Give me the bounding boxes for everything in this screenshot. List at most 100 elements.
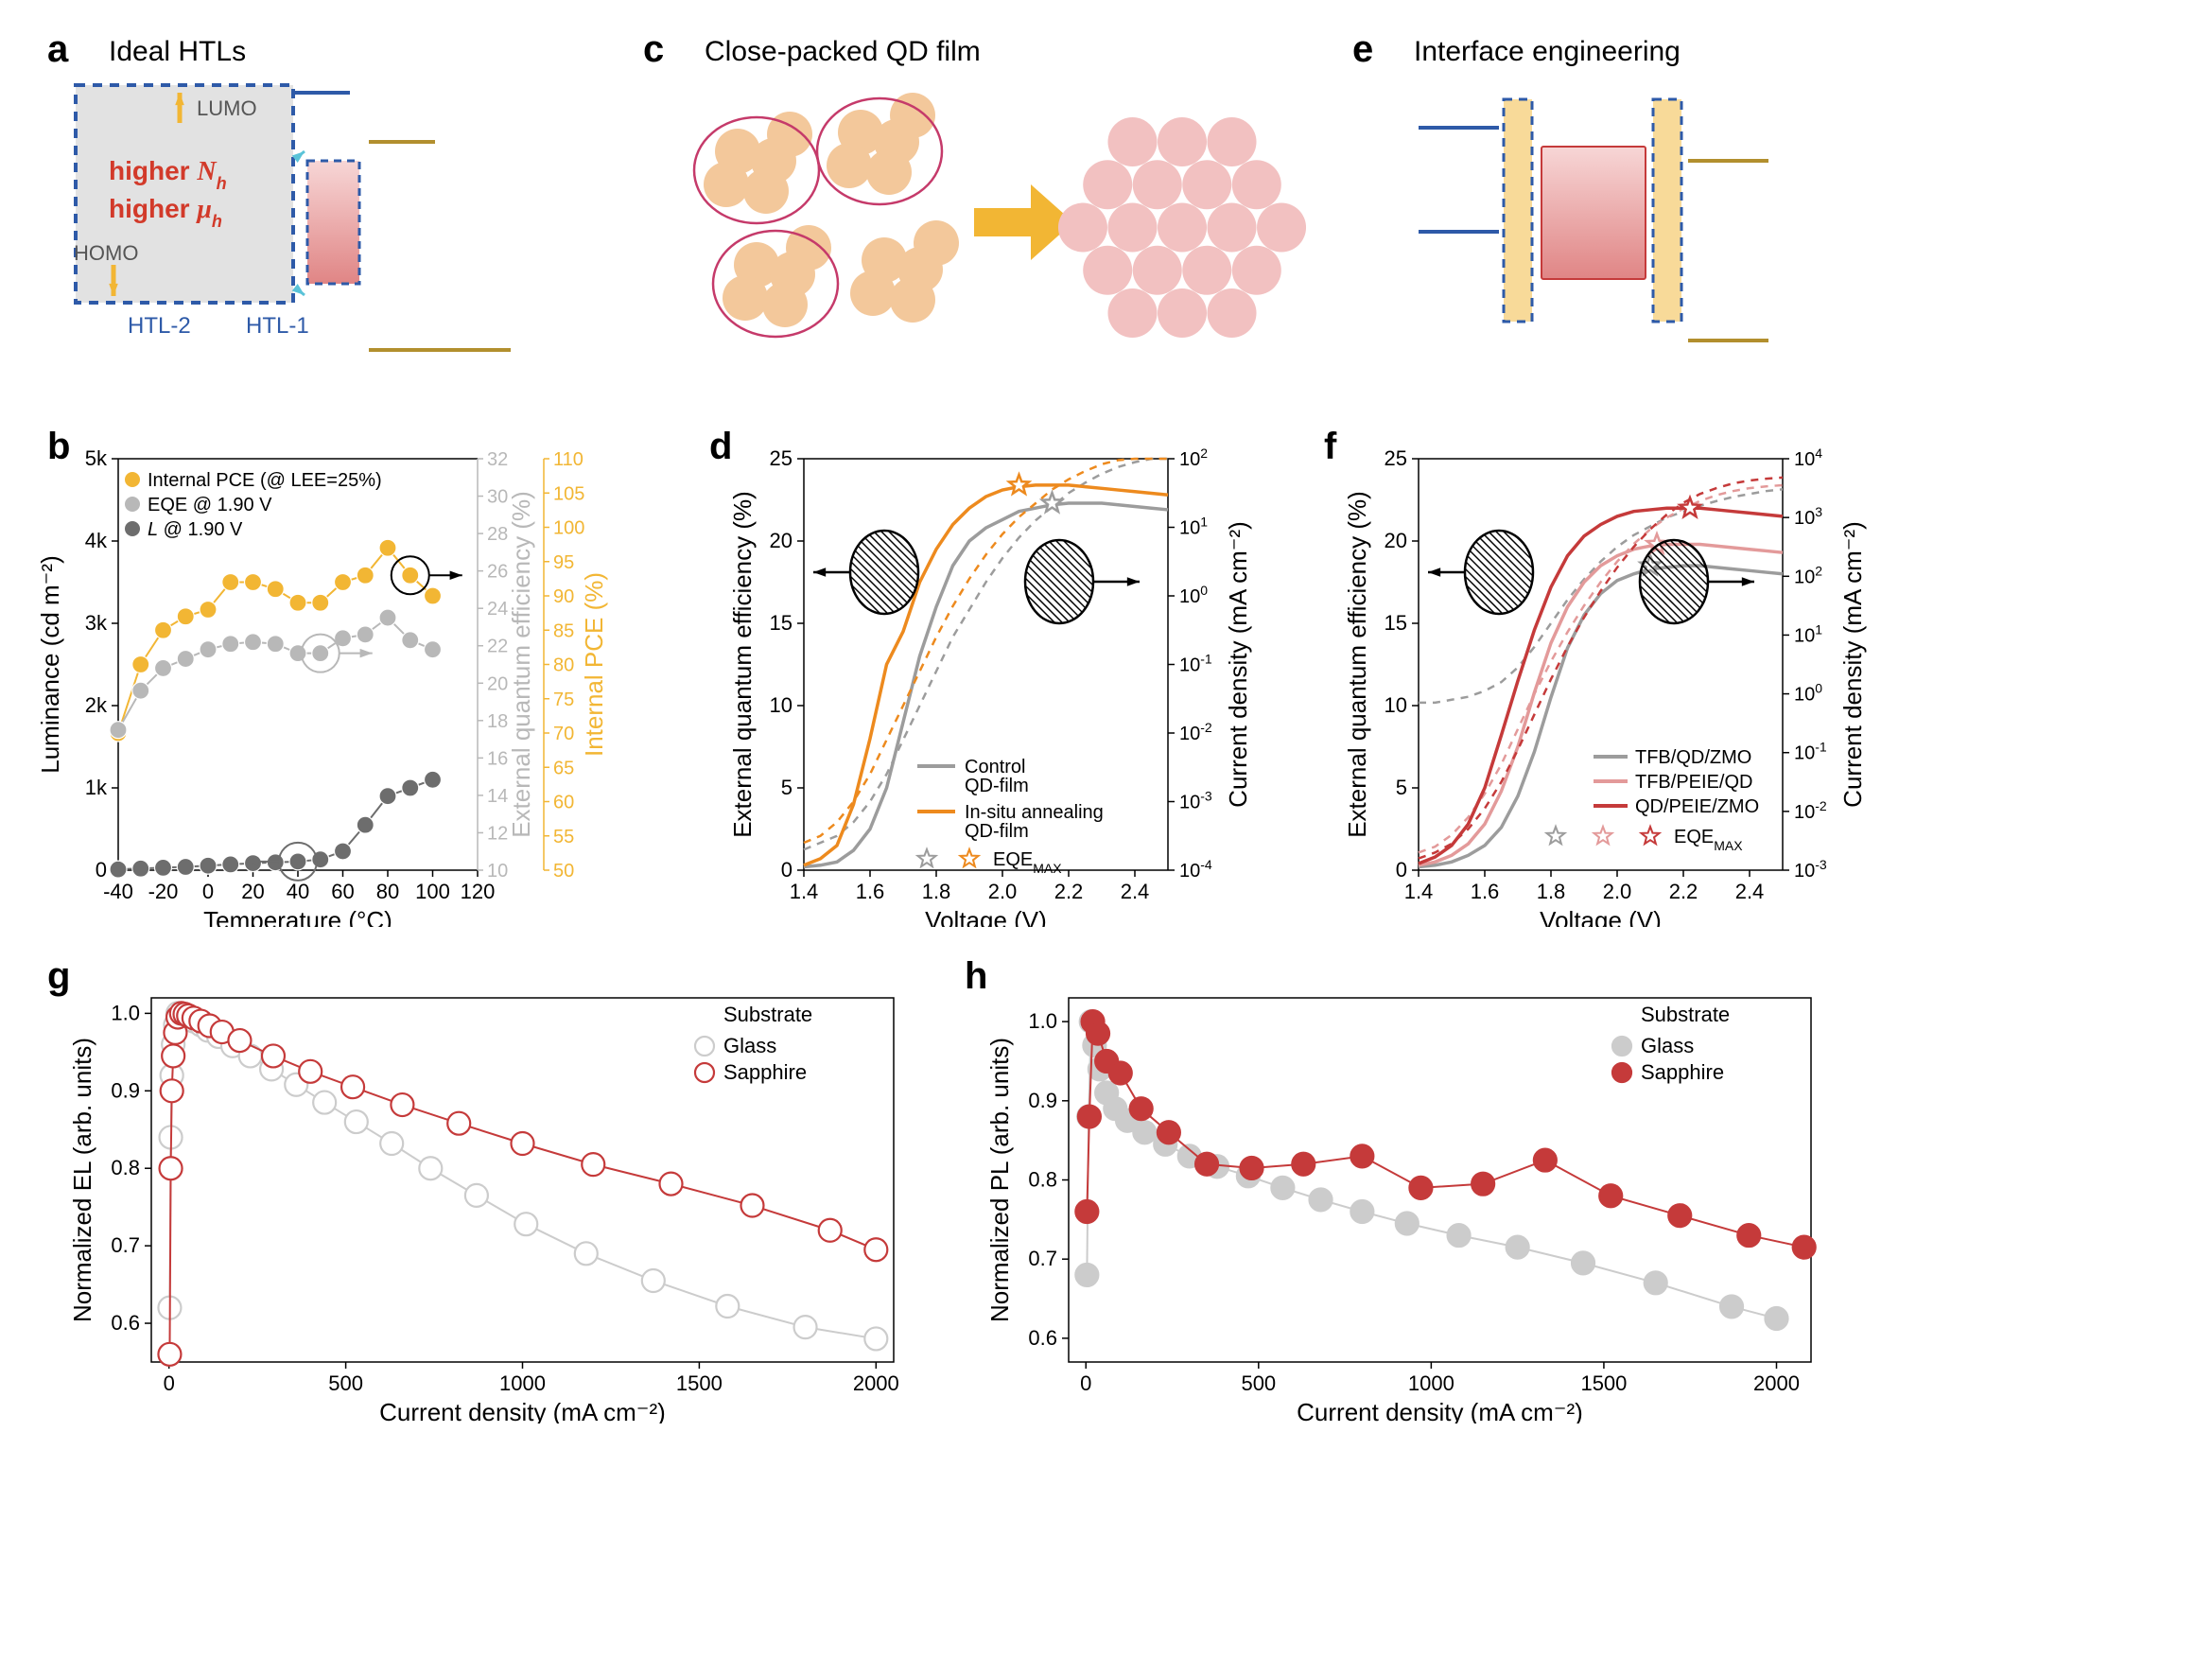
svg-text:1000: 1000 bbox=[1408, 1371, 1454, 1395]
svg-text:85: 85 bbox=[553, 620, 574, 641]
svg-text:75: 75 bbox=[553, 690, 574, 710]
svg-text:104: 104 bbox=[1794, 445, 1822, 470]
svg-text:Luminance (cd m⁻²): Luminance (cd m⁻²) bbox=[38, 555, 64, 773]
svg-text:4k: 4k bbox=[85, 529, 108, 552]
svg-text:Current density (mA cm⁻²): Current density (mA cm⁻²) bbox=[379, 1398, 666, 1423]
panel-label-f: f bbox=[1324, 426, 1336, 468]
svg-text:Glass: Glass bbox=[1641, 1034, 1694, 1057]
svg-text:500: 500 bbox=[1241, 1371, 1276, 1395]
svg-text:1500: 1500 bbox=[676, 1371, 723, 1395]
svg-text:2.4: 2.4 bbox=[1735, 880, 1765, 903]
svg-text:50: 50 bbox=[553, 861, 574, 882]
svg-text:0: 0 bbox=[781, 858, 792, 882]
svg-text:HOMO: HOMO bbox=[74, 241, 138, 265]
svg-text:Sapphire: Sapphire bbox=[1641, 1060, 1724, 1084]
svg-text:20: 20 bbox=[487, 673, 508, 694]
svg-text:0.9: 0.9 bbox=[1028, 1089, 1057, 1112]
svg-text:2.4: 2.4 bbox=[1121, 880, 1150, 903]
svg-text:Internal PCE (%): Internal PCE (%) bbox=[580, 572, 608, 757]
svg-text:Sapphire: Sapphire bbox=[723, 1060, 807, 1084]
svg-text:55: 55 bbox=[553, 827, 574, 847]
svg-text:Temperature (°C): Temperature (°C) bbox=[203, 906, 392, 927]
svg-text:20: 20 bbox=[241, 880, 264, 903]
svg-text:65: 65 bbox=[553, 758, 574, 778]
svg-text:10: 10 bbox=[770, 693, 792, 717]
svg-text:Voltage (V): Voltage (V) bbox=[1540, 906, 1662, 927]
svg-text:10-2: 10-2 bbox=[1794, 798, 1827, 823]
svg-text:External quantum efficiency (%: External quantum efficiency (%) bbox=[728, 491, 757, 838]
svg-text:2.2: 2.2 bbox=[1054, 880, 1084, 903]
svg-text:2.2: 2.2 bbox=[1669, 880, 1698, 903]
svg-text:14: 14 bbox=[487, 786, 508, 807]
svg-text:10-3: 10-3 bbox=[1794, 857, 1827, 882]
svg-text:15: 15 bbox=[770, 611, 792, 635]
svg-text:100: 100 bbox=[1179, 583, 1208, 607]
svg-text:0.8: 0.8 bbox=[111, 1156, 140, 1179]
svg-text:5k: 5k bbox=[85, 446, 108, 470]
svg-text:Internal PCE (@ LEE=25%): Internal PCE (@ LEE=25%) bbox=[148, 470, 382, 491]
svg-text:0: 0 bbox=[202, 880, 214, 903]
svg-text:0: 0 bbox=[96, 858, 107, 882]
svg-text:90: 90 bbox=[553, 586, 574, 607]
panel-f-chart: 1.41.61.82.02.22.4051015202510-310-210-1… bbox=[1343, 445, 1872, 927]
svg-text:120: 120 bbox=[461, 880, 496, 903]
svg-text:HTL-2: HTL-2 bbox=[128, 313, 191, 339]
svg-text:Substrate: Substrate bbox=[1641, 1003, 1730, 1026]
svg-text:100: 100 bbox=[553, 518, 584, 539]
svg-text:Normalized PL (arb. units): Normalized PL (arb. units) bbox=[985, 1038, 1014, 1322]
panel-e-title: Interface engineering bbox=[1414, 36, 1681, 68]
svg-text:10-1: 10-1 bbox=[1794, 740, 1827, 764]
svg-text:1000: 1000 bbox=[499, 1371, 546, 1395]
svg-text:18: 18 bbox=[487, 711, 508, 732]
svg-text:28: 28 bbox=[487, 524, 508, 545]
svg-text:10-2: 10-2 bbox=[1179, 720, 1212, 744]
panel-g-chart: 05001000150020000.60.70.80.91.0Current d… bbox=[66, 979, 917, 1423]
svg-text:1500: 1500 bbox=[1580, 1371, 1627, 1395]
svg-text:500: 500 bbox=[328, 1371, 363, 1395]
svg-text:22: 22 bbox=[487, 637, 508, 657]
svg-text:2.0: 2.0 bbox=[988, 880, 1018, 903]
svg-text:26: 26 bbox=[487, 562, 508, 583]
svg-text:QD/PEIE/ZMO: QD/PEIE/ZMO bbox=[1635, 796, 1759, 817]
svg-text:102: 102 bbox=[1794, 563, 1822, 587]
svg-text:In-situ annealing: In-situ annealing bbox=[965, 802, 1104, 823]
svg-text:HTL-1: HTL-1 bbox=[246, 313, 309, 339]
svg-text:103: 103 bbox=[1794, 504, 1822, 529]
svg-text:EQEMAX: EQEMAX bbox=[1674, 827, 1743, 853]
svg-text:1.4: 1.4 bbox=[790, 880, 819, 903]
svg-text:5: 5 bbox=[1396, 776, 1407, 799]
svg-text:105: 105 bbox=[553, 483, 584, 504]
svg-text:60: 60 bbox=[553, 793, 574, 813]
svg-text:30: 30 bbox=[487, 487, 508, 508]
panel-h-chart: 05001000150020000.60.70.80.91.0Current d… bbox=[984, 979, 1835, 1423]
svg-text:10: 10 bbox=[1385, 693, 1407, 717]
svg-text:110: 110 bbox=[553, 449, 583, 470]
svg-text:1.6: 1.6 bbox=[1471, 880, 1500, 903]
svg-text:Current density (mA cm⁻²): Current density (mA cm⁻²) bbox=[1297, 1398, 1583, 1423]
svg-text:L @ 1.90 V: L @ 1.90 V bbox=[148, 519, 243, 540]
svg-text:External quantum efficiency (%: External quantum efficiency (%) bbox=[1343, 491, 1371, 838]
svg-text:Normalized EL (arb. units): Normalized EL (arb. units) bbox=[68, 1038, 96, 1322]
svg-text:101: 101 bbox=[1179, 515, 1208, 539]
svg-text:-40: -40 bbox=[103, 880, 133, 903]
svg-text:EQEMAX: EQEMAX bbox=[993, 849, 1062, 876]
panel-d-chart: 1.41.61.82.02.22.4051015202510-410-310-2… bbox=[728, 445, 1258, 927]
svg-text:70: 70 bbox=[553, 724, 574, 744]
svg-text:0.6: 0.6 bbox=[111, 1311, 140, 1335]
svg-text:80: 80 bbox=[376, 880, 399, 903]
svg-text:40: 40 bbox=[287, 880, 309, 903]
panel-a-title: Ideal HTLs bbox=[109, 36, 246, 68]
svg-text:80: 80 bbox=[553, 655, 574, 676]
svg-text:2k: 2k bbox=[85, 693, 108, 717]
svg-text:0: 0 bbox=[1396, 858, 1407, 882]
svg-text:10-4: 10-4 bbox=[1179, 857, 1212, 882]
svg-text:Control: Control bbox=[965, 757, 1025, 777]
svg-text:2.0: 2.0 bbox=[1603, 880, 1632, 903]
svg-text:10-1: 10-1 bbox=[1179, 652, 1212, 676]
svg-text:QD-film: QD-film bbox=[965, 821, 1029, 842]
svg-text:External quantum efficiency (%: External quantum efficiency (%) bbox=[507, 491, 535, 838]
svg-text:0.9: 0.9 bbox=[111, 1078, 140, 1102]
svg-text:1.8: 1.8 bbox=[1537, 880, 1566, 903]
svg-text:Substrate: Substrate bbox=[723, 1003, 812, 1026]
panel-label-e: e bbox=[1352, 28, 1373, 71]
